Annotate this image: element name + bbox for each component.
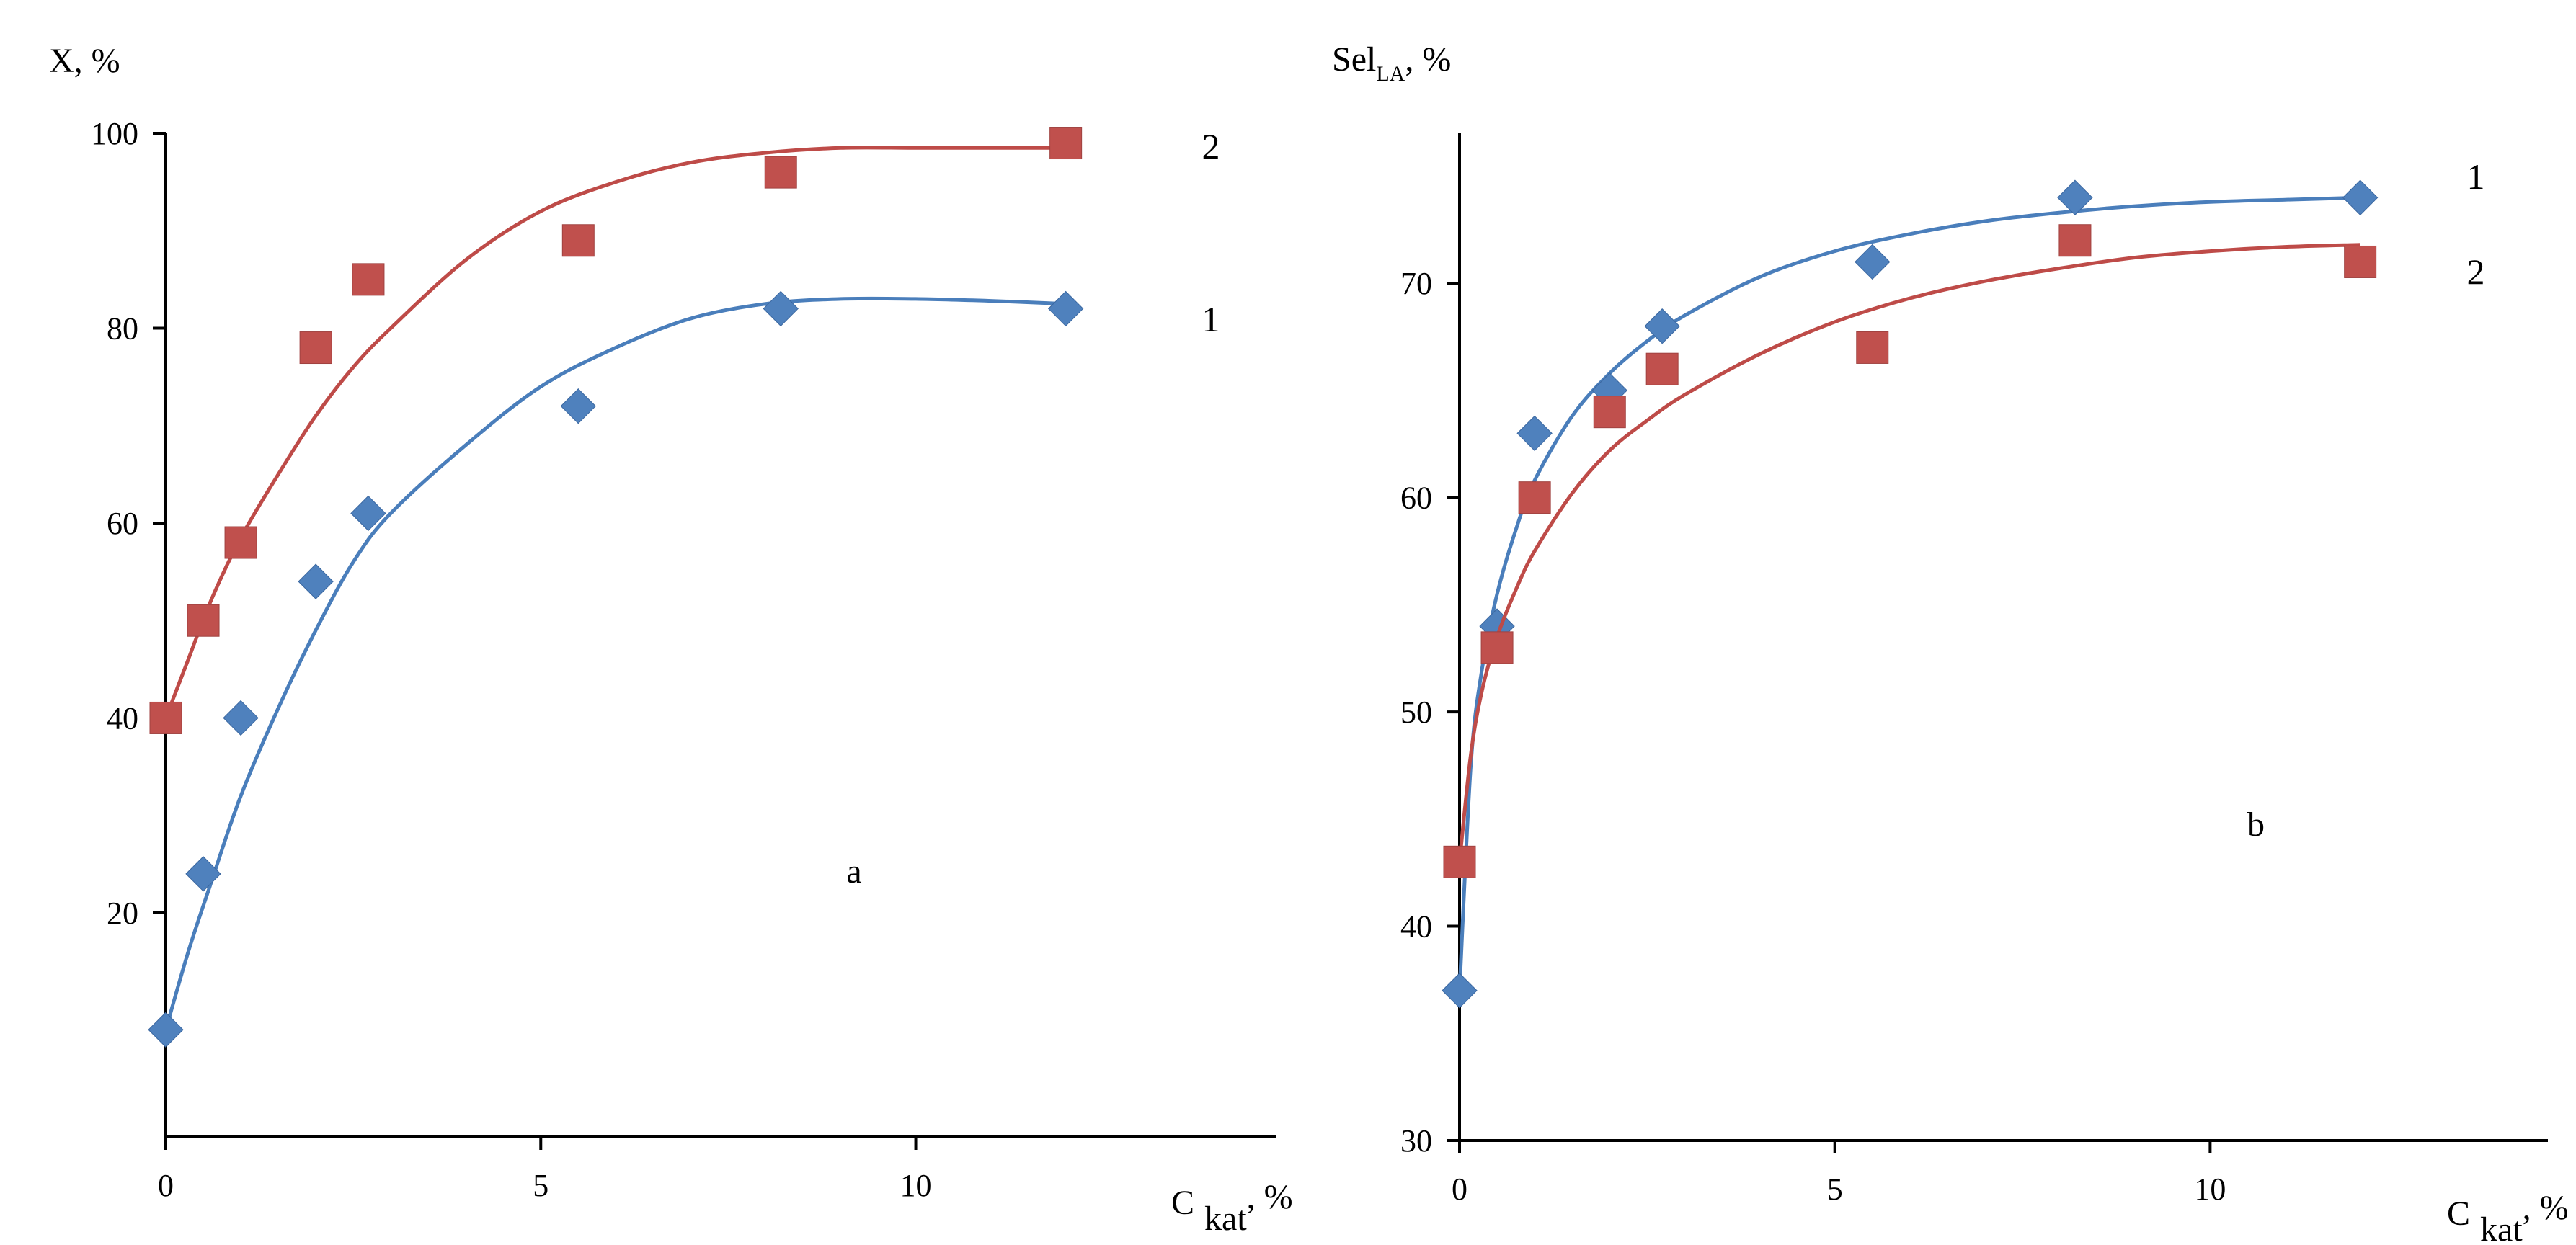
series-2-point: [1049, 127, 1083, 160]
series-1-label: 1: [2467, 156, 2485, 197]
series-1-point: [223, 700, 259, 736]
series-2-point: [1443, 845, 1476, 878]
series-1-trend-line: [164, 296, 1066, 1030]
panel-b: 30 40 50 60 70 0 5 10 SelLA, % C kat, % b 1 2: [1332, 40, 2569, 1245]
series-1-point: [1442, 973, 1478, 1009]
x-tick-label: 0: [158, 1168, 174, 1203]
series-2-point: [2058, 224, 2092, 257]
series-2-point: [561, 224, 595, 257]
series-1-point: [1644, 308, 1680, 344]
series-2-trend-line: [164, 146, 1066, 719]
y-tick-label: 30: [1400, 1123, 1432, 1159]
series-1-point: [1516, 415, 1553, 452]
series-1-point: [298, 563, 334, 599]
series-2-point: [1856, 331, 1889, 364]
y-tick-label: 60: [107, 506, 138, 541]
series-2-point: [187, 604, 220, 637]
series-2-point: [299, 331, 332, 365]
series-1-point: [1047, 290, 1084, 327]
panel-label: b: [2247, 806, 2265, 844]
series-1: [148, 290, 1084, 1048]
series-2-point: [1593, 396, 1626, 429]
y-tick-label: 100: [91, 116, 138, 151]
x-tick-label: 0: [1452, 1172, 1467, 1207]
series-2-point: [1518, 481, 1551, 514]
series-2-point: [352, 263, 385, 296]
series-2: [1443, 224, 2377, 878]
series-2-point: [764, 156, 797, 189]
series-1-point: [763, 290, 799, 327]
y-tick-label: 50: [1400, 695, 1432, 730]
series-2: [149, 127, 1083, 734]
y-tick-label: 80: [107, 311, 138, 346]
x-tick-label: 10: [2194, 1172, 2226, 1207]
series-1-point: [560, 388, 597, 424]
series-2-point: [224, 526, 257, 559]
series-2-label: 2: [1202, 126, 1220, 166]
series-2-point: [149, 701, 182, 734]
series-1-point: [185, 856, 221, 892]
panel-label: a: [846, 852, 861, 891]
series-1-point: [2057, 179, 2093, 215]
series-1-point: [350, 495, 386, 532]
y-tick-label: 60: [1400, 481, 1432, 516]
y-tick-label: 20: [107, 896, 138, 931]
series-1-point: [148, 1012, 184, 1048]
y-tick-label: 40: [1400, 909, 1432, 945]
series-2-trend-line: [1457, 243, 2360, 862]
panel-a: 20 40 60 80 100 0 5 10 X, % C kat, % a 1 2: [49, 42, 1293, 1238]
x-tick-label: 5: [533, 1168, 548, 1203]
y-tick-label: 40: [107, 700, 138, 736]
series-2-point: [1480, 631, 1514, 664]
series-2-point: [2344, 245, 2377, 278]
series-1-point: [1855, 244, 1891, 280]
x-tick-label: 5: [1827, 1172, 1843, 1207]
x-tick-label: 10: [900, 1168, 932, 1203]
series-1: [1442, 179, 2379, 1009]
y-tick-label: 70: [1400, 266, 1432, 301]
series-1-trend-line: [1457, 195, 2360, 991]
series-1-label: 1: [1202, 299, 1220, 339]
y-axis-title: SelLA, %: [1332, 40, 1451, 86]
series-2-point: [1645, 352, 1679, 385]
series-1-point: [2342, 179, 2379, 215]
y-axis-title: X, %: [49, 42, 120, 80]
series-2-label: 2: [2467, 251, 2485, 292]
